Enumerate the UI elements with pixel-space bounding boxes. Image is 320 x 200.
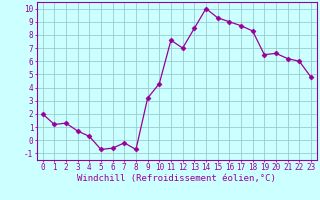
X-axis label: Windchill (Refroidissement éolien,°C): Windchill (Refroidissement éolien,°C) bbox=[77, 174, 276, 183]
